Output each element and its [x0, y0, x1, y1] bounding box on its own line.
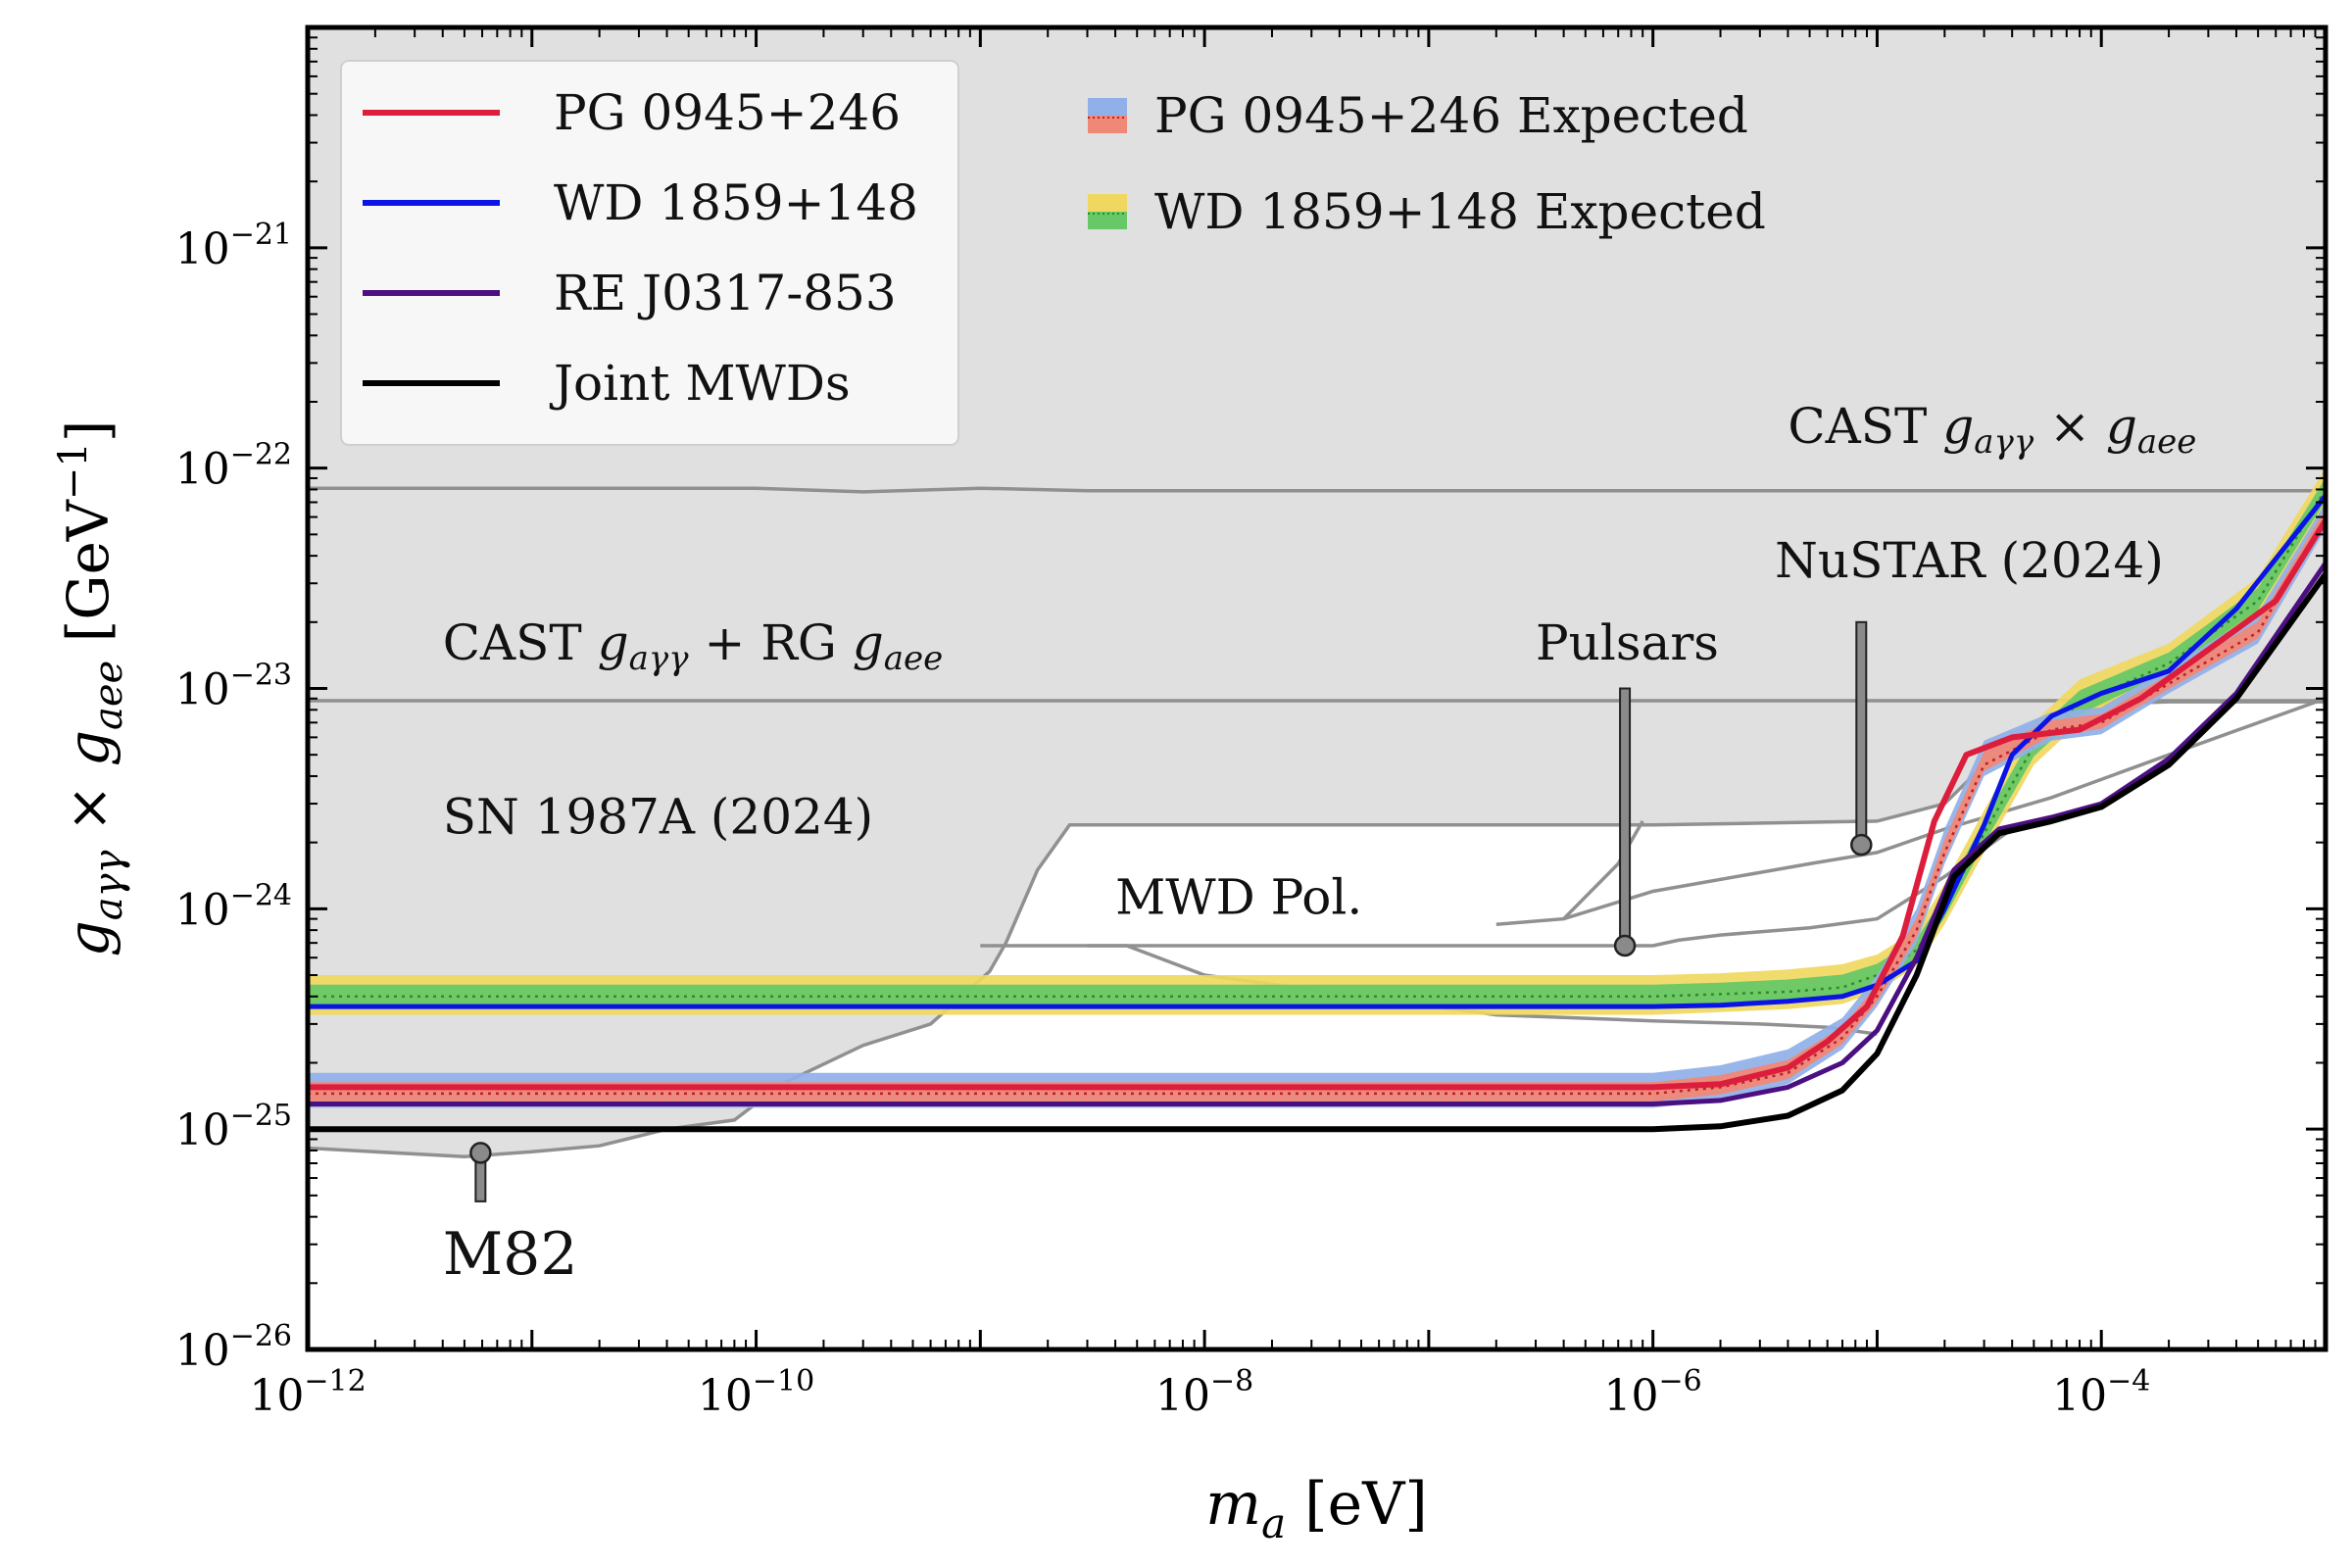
legend-swatch-top-wd-1859-148-expected — [1088, 194, 1127, 212]
legend-label-re-j0317-853: RE J0317-853 — [554, 265, 897, 321]
legend-label-pg-0945-246-expected: PG 0945+246 Expected — [1154, 87, 1748, 144]
annotations-layer: SN 1987A (2024) MWD Pol. Pulsars NuSTAR (20… — [443, 398, 2197, 1289]
reference-curve-nustar-2024 — [1563, 697, 2326, 921]
legend-label-wd-1859-148-expected: WD 1859+148 Expected — [1154, 183, 1766, 240]
marker-stick-nustar-2024 — [1855, 620, 1868, 847]
y-tick-label: 10−26 — [175, 1319, 292, 1376]
annotation-m82: M82 — [443, 1220, 578, 1289]
markers-layer — [469, 620, 1873, 1202]
x-tick-label: 10−10 — [698, 1364, 814, 1421]
marker-stick-pulsars — [1619, 687, 1632, 947]
marker-dot-m82 — [469, 1142, 492, 1164]
annotation-cast-product: CAST gaγγ × gaee — [1788, 398, 2196, 462]
y-tick-label: 10−24 — [175, 878, 292, 935]
y-tick-label: 10−23 — [175, 659, 292, 715]
band-median-pg-0945-246-expected — [308, 515, 2326, 1096]
legend-swatch-bottom-pg-0945-246-expected — [1088, 116, 1127, 133]
y-axis-label: gaγγ × gaee [GeV−1] — [51, 420, 131, 957]
annotation-nustar-2024: NuSTAR (2024) — [1775, 532, 2164, 589]
reference-curve-mwd-pol — [980, 827, 2014, 948]
annotation-cast-sum: CAST gaγγ + RG gaee — [443, 614, 944, 678]
legend-swatch-bottom-wd-1859-148-expected — [1088, 212, 1127, 229]
legend-box — [340, 60, 959, 446]
x-tick-label: 10−8 — [1155, 1364, 1253, 1421]
limit-curves-layer — [308, 494, 2326, 1133]
legend-swatch-top-pg-0945-246-expected — [1088, 98, 1127, 116]
legend: PG 0945+246 WD 1859+148 RE J0317-853 Joint … — [340, 60, 1766, 446]
series-pg-0945-246 — [308, 518, 2326, 1091]
y-tick-label: 10−22 — [175, 438, 292, 495]
y-tick-label: 10−25 — [175, 1099, 292, 1155]
marker-dot-nustar-2024 — [1850, 833, 1873, 857]
plot-frame — [305, 24, 2328, 1352]
y-tick-label: 10−21 — [175, 218, 292, 274]
x-tick-label: 10−12 — [249, 1364, 366, 1421]
x-axis-label: ma [eV] — [1205, 1470, 1428, 1547]
legend-label-pg-0945-246: PG 0945+246 — [554, 84, 901, 141]
axis-labels: ma [eV] gaγγ × gaee [GeV−1] — [51, 420, 1428, 1547]
series-re-j0317-853 — [308, 562, 2326, 1106]
series-joint-mwds — [308, 572, 2326, 1133]
legend-label-joint-mwds: Joint MWDs — [549, 355, 851, 412]
annotation-mwd-pol: MWD Pol. — [1115, 868, 1362, 925]
x-tick-label: 10−6 — [1604, 1364, 1702, 1421]
expected-bands-layer — [308, 467, 2326, 1108]
reference-curve-cast-g-a-g-aee — [308, 486, 2326, 494]
x-tick-label: 10−4 — [2052, 1364, 2150, 1421]
ticks-layer: 10−12 10−10 10−8 10−6 10−4 10−26 10−25 10−24 10−… — [175, 27, 2326, 1421]
legend-label-wd-1859-148: WD 1859+148 — [554, 174, 918, 231]
marker-dot-pulsars — [1613, 934, 1637, 957]
annotation-sn-1987a-2024: SN 1987A (2024) — [443, 788, 873, 845]
annotation-pulsars: Pulsars — [1536, 614, 1719, 671]
